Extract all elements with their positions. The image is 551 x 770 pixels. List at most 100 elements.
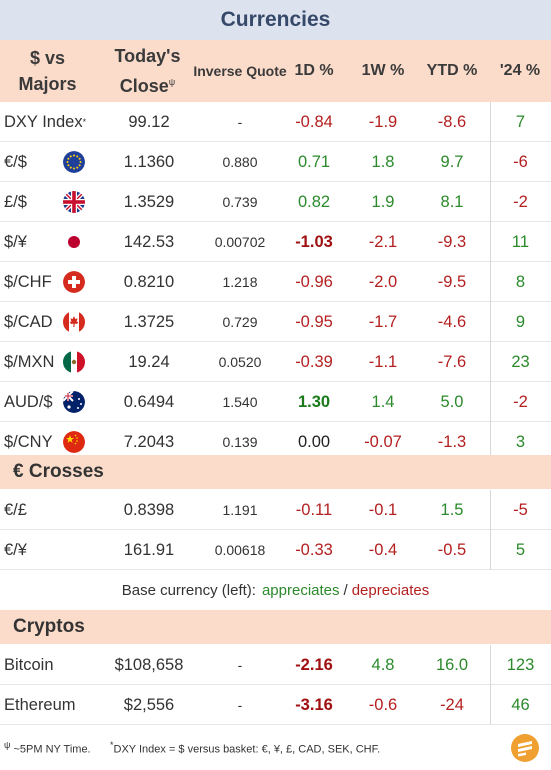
footnote-time: ψ ~5PM NY Time. [4, 740, 91, 756]
close-value: 161.91 [123, 540, 175, 559]
change-1w: -0.07 [364, 432, 402, 451]
australia-flag-icon [63, 391, 85, 413]
mexico-flag-icon [63, 351, 85, 373]
legend-separator: / [343, 581, 348, 599]
china-flag-icon [63, 431, 85, 453]
footnote-dxy: *DXY Index = $ versus basket: €, ¥, £, C… [110, 740, 381, 756]
change-1w: -0.4 [368, 540, 398, 559]
header-ytd: YTD % [426, 62, 478, 79]
inverse-quote: - [237, 657, 243, 673]
change-2024: 23 [490, 342, 550, 382]
change-2024: 123 [490, 645, 550, 685]
change-1w: 1.4 [371, 392, 395, 411]
change-2024: 46 [490, 685, 550, 725]
change-1w: 1.8 [371, 152, 395, 171]
change-2024: 8 [490, 262, 550, 302]
header-1w: 1W % [361, 62, 405, 79]
inverse-quote: 1.540 [222, 394, 258, 410]
change-2024: 7 [490, 102, 550, 142]
change-ytd: 16.0 [435, 655, 469, 674]
change-2024: 3 [490, 422, 550, 462]
change-2024: 9 [490, 302, 550, 342]
pair-name: Bitcoin [4, 655, 54, 674]
pair-name: €/¥ [4, 540, 27, 559]
pair-name: $/¥ [4, 232, 27, 251]
change-1w: 1.9 [371, 192, 395, 211]
inverse-quote: 0.00702 [214, 234, 266, 250]
table-row: Bitcoin $108,658 - -2.16 4.8 16.0 123 [0, 645, 551, 685]
inverse-quote: 1.218 [222, 274, 258, 290]
table-row: €/¥ 161.91 0.00618 -0.33 -0.4 -0.5 5 [0, 530, 551, 570]
inverse-quote: - [237, 114, 243, 130]
change-2024: -2 [490, 182, 550, 222]
close-value: 0.8398 [123, 500, 175, 519]
change-1d: -1.03 [295, 232, 333, 251]
cryptos-section-header: Cryptos [0, 610, 551, 644]
brand-logo-icon [511, 734, 539, 762]
change-2024: -6 [490, 142, 550, 182]
table-row: $/CAD 1.3725 0.729 -0.95 -1.7 -4.6 9 [0, 302, 551, 342]
change-ytd: 5.0 [440, 392, 464, 411]
legend-prefix: Base currency (left): [121, 581, 256, 599]
close-value: 7.2043 [123, 432, 175, 451]
pair-name: DXY Index * [4, 112, 87, 131]
inverse-quote: 0.00618 [214, 542, 266, 558]
change-ytd: -8.6 [437, 112, 467, 131]
table-row: £/$ 1.3529 0.739 0.82 1.9 8.1 -2 [0, 182, 551, 222]
change-1w: -1.7 [368, 312, 398, 331]
footnotes: ψ ~5PM NY Time. *DXY Index = $ versus ba… [0, 726, 551, 770]
change-1d: 1.30 [297, 392, 331, 411]
pair-name: €/$ [4, 152, 27, 171]
close-value: 19.24 [128, 352, 170, 371]
change-1d: 0.71 [297, 152, 331, 171]
uk-flag-icon [63, 191, 85, 213]
change-1d: -0.11 [295, 500, 333, 519]
pair-name: Ethereum [4, 695, 76, 714]
change-1d: -0.33 [295, 540, 333, 559]
close-value: 1.3529 [123, 192, 175, 211]
header-close: Today's Closeψ [114, 46, 181, 96]
change-2024: -2 [490, 382, 550, 422]
close-value: $108,658 [114, 655, 184, 674]
japan-flag-icon [63, 231, 85, 253]
legend-depreciates: depreciates [351, 581, 430, 599]
canada-flag-icon [63, 311, 85, 333]
change-ytd: -9.3 [437, 232, 467, 251]
pair-name: $/MXN [4, 352, 55, 371]
change-2024: 5 [490, 530, 550, 570]
table-row: Ethereum $2,556 - -3.16 -0.6 -24 46 [0, 685, 551, 725]
change-1d: -0.95 [295, 312, 333, 331]
eu-flag-icon [63, 151, 85, 173]
change-1w: -1.1 [368, 352, 398, 371]
pair-name: £/$ [4, 192, 27, 211]
change-ytd: -4.6 [437, 312, 467, 331]
change-2024: 11 [490, 222, 550, 262]
table-row: €/£ 0.8398 1.191 -0.11 -0.1 1.5 -5 [0, 490, 551, 530]
change-ytd: 1.5 [440, 500, 464, 519]
inverse-quote: 0.139 [222, 434, 258, 450]
table-row: AUD/$ 0.6494 1.540 1.30 1.4 5.0 -2 [0, 382, 551, 422]
change-1d: 0.00 [297, 432, 331, 451]
table-row: $/¥ 142.53 0.00702 -1.03 -2.1 -9.3 11 [0, 222, 551, 262]
change-1d: -0.84 [295, 112, 333, 131]
close-value: 99.12 [128, 112, 170, 131]
close-value: 1.1360 [123, 152, 175, 171]
color-legend: Base currency (left): appreciates / depr… [0, 572, 551, 608]
change-1d: -0.39 [295, 352, 333, 371]
change-1d: -3.16 [295, 695, 333, 714]
change-1w: 4.8 [371, 655, 395, 674]
change-ytd: -1.3 [437, 432, 467, 451]
pair-name: $/CHF [4, 272, 52, 291]
change-ytd: -24 [440, 695, 464, 714]
change-1w: -2.1 [368, 232, 398, 251]
header-inverse: Inverse Quote [193, 63, 287, 79]
change-1w: -1.9 [368, 112, 398, 131]
table-row: DXY Index * 99.12 - -0.84 -1.9 -8.6 7 [0, 102, 551, 142]
pair-name: AUD/$ [4, 392, 53, 411]
header-24: '24 % [499, 62, 541, 79]
close-value: 142.53 [123, 232, 175, 251]
change-ytd: -7.6 [437, 352, 467, 371]
inverse-quote: 1.191 [222, 502, 258, 518]
swiss-flag-icon [63, 271, 85, 293]
table-row: $/CHF 0.8210 1.218 -0.96 -2.0 -9.5 8 [0, 262, 551, 302]
